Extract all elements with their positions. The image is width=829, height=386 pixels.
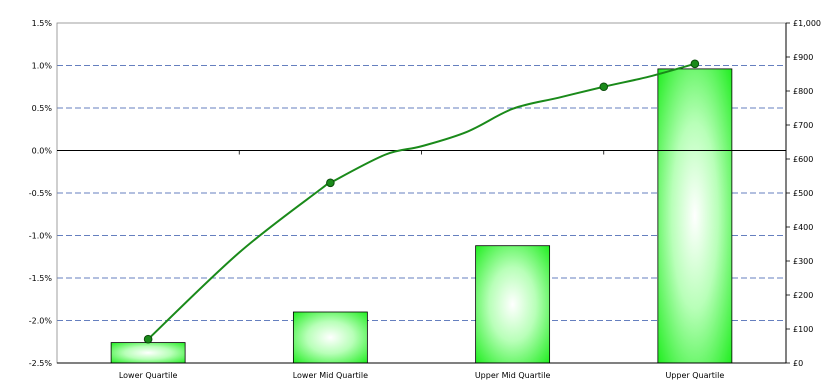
line-series <box>143 59 700 344</box>
right-tick-label: £1,000 <box>793 19 821 28</box>
line-path <box>147 62 696 340</box>
right-tick-label: £900 <box>793 53 813 62</box>
right-tick-label: £0 <box>793 359 803 368</box>
left-tick-label: -2.5% <box>29 359 53 368</box>
category-label: Lower Quartile <box>119 371 178 380</box>
bar <box>292 311 368 364</box>
left-tick-label: 1.5% <box>32 19 53 28</box>
line-point <box>326 178 335 188</box>
right-tick-label: £100 <box>793 325 813 334</box>
right-tick-label: £400 <box>793 223 813 232</box>
right-tick-label: £800 <box>793 87 813 96</box>
category-label: Upper Quartile <box>665 371 724 380</box>
right-tick-label: £600 <box>793 155 813 164</box>
left-axis-ticks: 1.5% 1.0% 0.5% 0.0% -0.5% -1.0% -1.5% -2.0% -2.5… <box>29 19 53 368</box>
gridlines <box>57 65 786 321</box>
left-tick-label: -0.5% <box>29 189 53 198</box>
left-tick-label: 0.5% <box>32 104 53 113</box>
right-tick-label: £500 <box>793 189 813 198</box>
left-tick-label: -2.0% <box>29 317 53 326</box>
right-tick-label: £200 <box>793 291 813 300</box>
line-point <box>599 82 609 92</box>
right-tick-label: £700 <box>793 121 813 130</box>
bar <box>475 245 551 364</box>
category-label: Upper Mid Quartile <box>475 371 551 380</box>
left-tick-label: -1.5% <box>29 274 53 283</box>
bar <box>110 342 186 364</box>
bar-series <box>110 68 733 364</box>
bar <box>657 68 733 364</box>
right-axis-ticks: £1,000 £900 £800 £700 £600 £500 £400 £300 £200 £1… <box>786 19 821 368</box>
left-tick-label: -1.0% <box>29 232 53 241</box>
category-labels: Lower Quartile Lower Mid Quartile Upper Mi… <box>119 371 725 380</box>
line-point <box>143 334 153 344</box>
right-tick-label: £300 <box>793 257 813 266</box>
line-point <box>690 59 700 69</box>
left-tick-label: 0.0% <box>32 147 53 156</box>
category-label: Lower Mid Quartile <box>293 371 368 380</box>
left-tick-label: 1.0% <box>32 62 53 71</box>
